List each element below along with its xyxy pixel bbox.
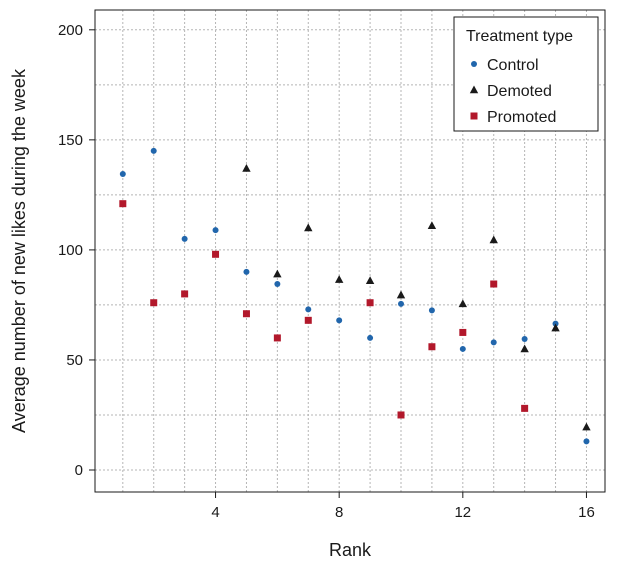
data-point-control bbox=[243, 268, 250, 275]
data-point-promoted bbox=[181, 290, 189, 298]
data-point-control bbox=[398, 300, 404, 307]
y-tick-label: 200 bbox=[58, 22, 83, 39]
x-tick-label: 4 bbox=[211, 504, 219, 521]
data-point-control bbox=[274, 281, 281, 288]
axis-ticks: 4 8 12 16 0 50 100 150 200 bbox=[58, 22, 595, 521]
data-point-demoted bbox=[582, 422, 591, 431]
y-tick-label: 0 bbox=[75, 462, 83, 479]
data-point-demoted bbox=[489, 235, 498, 244]
x-tick-label: 12 bbox=[454, 504, 471, 521]
legend-label-demoted: Demoted bbox=[487, 83, 552, 100]
data-point-demoted bbox=[427, 221, 437, 229]
data-point-demoted bbox=[396, 290, 406, 299]
data-point-promoted bbox=[304, 316, 312, 324]
data-point-control bbox=[336, 317, 343, 324]
legend-items: Control Demoted Promoted bbox=[469, 57, 556, 126]
data-point-demoted bbox=[273, 269, 282, 278]
legend-label-promoted: Promoted bbox=[487, 109, 556, 126]
data-point-demoted bbox=[242, 163, 251, 172]
data-point-demoted bbox=[334, 275, 344, 283]
data-point-demoted bbox=[520, 344, 529, 353]
legend-marker-promoted bbox=[470, 112, 478, 120]
data-point-control bbox=[119, 170, 126, 177]
data-point-control bbox=[583, 438, 590, 445]
data-point-promoted bbox=[273, 334, 281, 342]
data-point-control bbox=[459, 345, 466, 352]
legend-marker-demoted bbox=[469, 85, 479, 94]
data-point-control bbox=[490, 339, 497, 346]
data-point-promoted bbox=[521, 404, 529, 412]
data-point-control bbox=[367, 334, 374, 341]
data-point-promoted bbox=[150, 299, 158, 307]
y-tick-label: 100 bbox=[58, 242, 83, 259]
legend-box bbox=[453, 16, 599, 132]
y-tick-label: 150 bbox=[58, 132, 83, 149]
data-point-control bbox=[212, 227, 219, 234]
data-point-promoted bbox=[397, 411, 405, 419]
data-point-control bbox=[150, 147, 157, 154]
data-point-demoted bbox=[365, 276, 375, 285]
legend-marker-control bbox=[471, 61, 477, 67]
x-tick-label: 8 bbox=[335, 504, 343, 521]
legend-title: Treatment type bbox=[466, 28, 573, 45]
data-point-promoted bbox=[459, 328, 467, 336]
y-axis-title: Average number of new likes during the w… bbox=[9, 68, 29, 433]
data-point-demoted bbox=[551, 323, 560, 332]
data-point-control bbox=[521, 336, 528, 343]
data-point-control bbox=[181, 235, 188, 242]
data-point-promoted bbox=[428, 343, 436, 351]
x-tick-label: 16 bbox=[578, 504, 595, 521]
data-point-promoted bbox=[242, 310, 250, 318]
data-point-promoted bbox=[490, 280, 498, 288]
y-tick-label: 50 bbox=[66, 352, 83, 369]
data-point-promoted bbox=[212, 250, 220, 258]
data-point-promoted bbox=[119, 200, 127, 208]
data-point-promoted bbox=[366, 299, 374, 307]
data-point-control bbox=[305, 306, 312, 313]
legend: Treatment type Control Demoted Promoted bbox=[453, 16, 599, 132]
data-points bbox=[119, 147, 591, 445]
data-point-control bbox=[428, 307, 435, 314]
legend-label-control: Control bbox=[487, 57, 539, 74]
data-point-demoted bbox=[304, 223, 313, 232]
data-point-demoted bbox=[458, 299, 468, 308]
x-axis-title: Rank bbox=[329, 540, 372, 560]
plot-area-frame bbox=[94, 9, 606, 493]
